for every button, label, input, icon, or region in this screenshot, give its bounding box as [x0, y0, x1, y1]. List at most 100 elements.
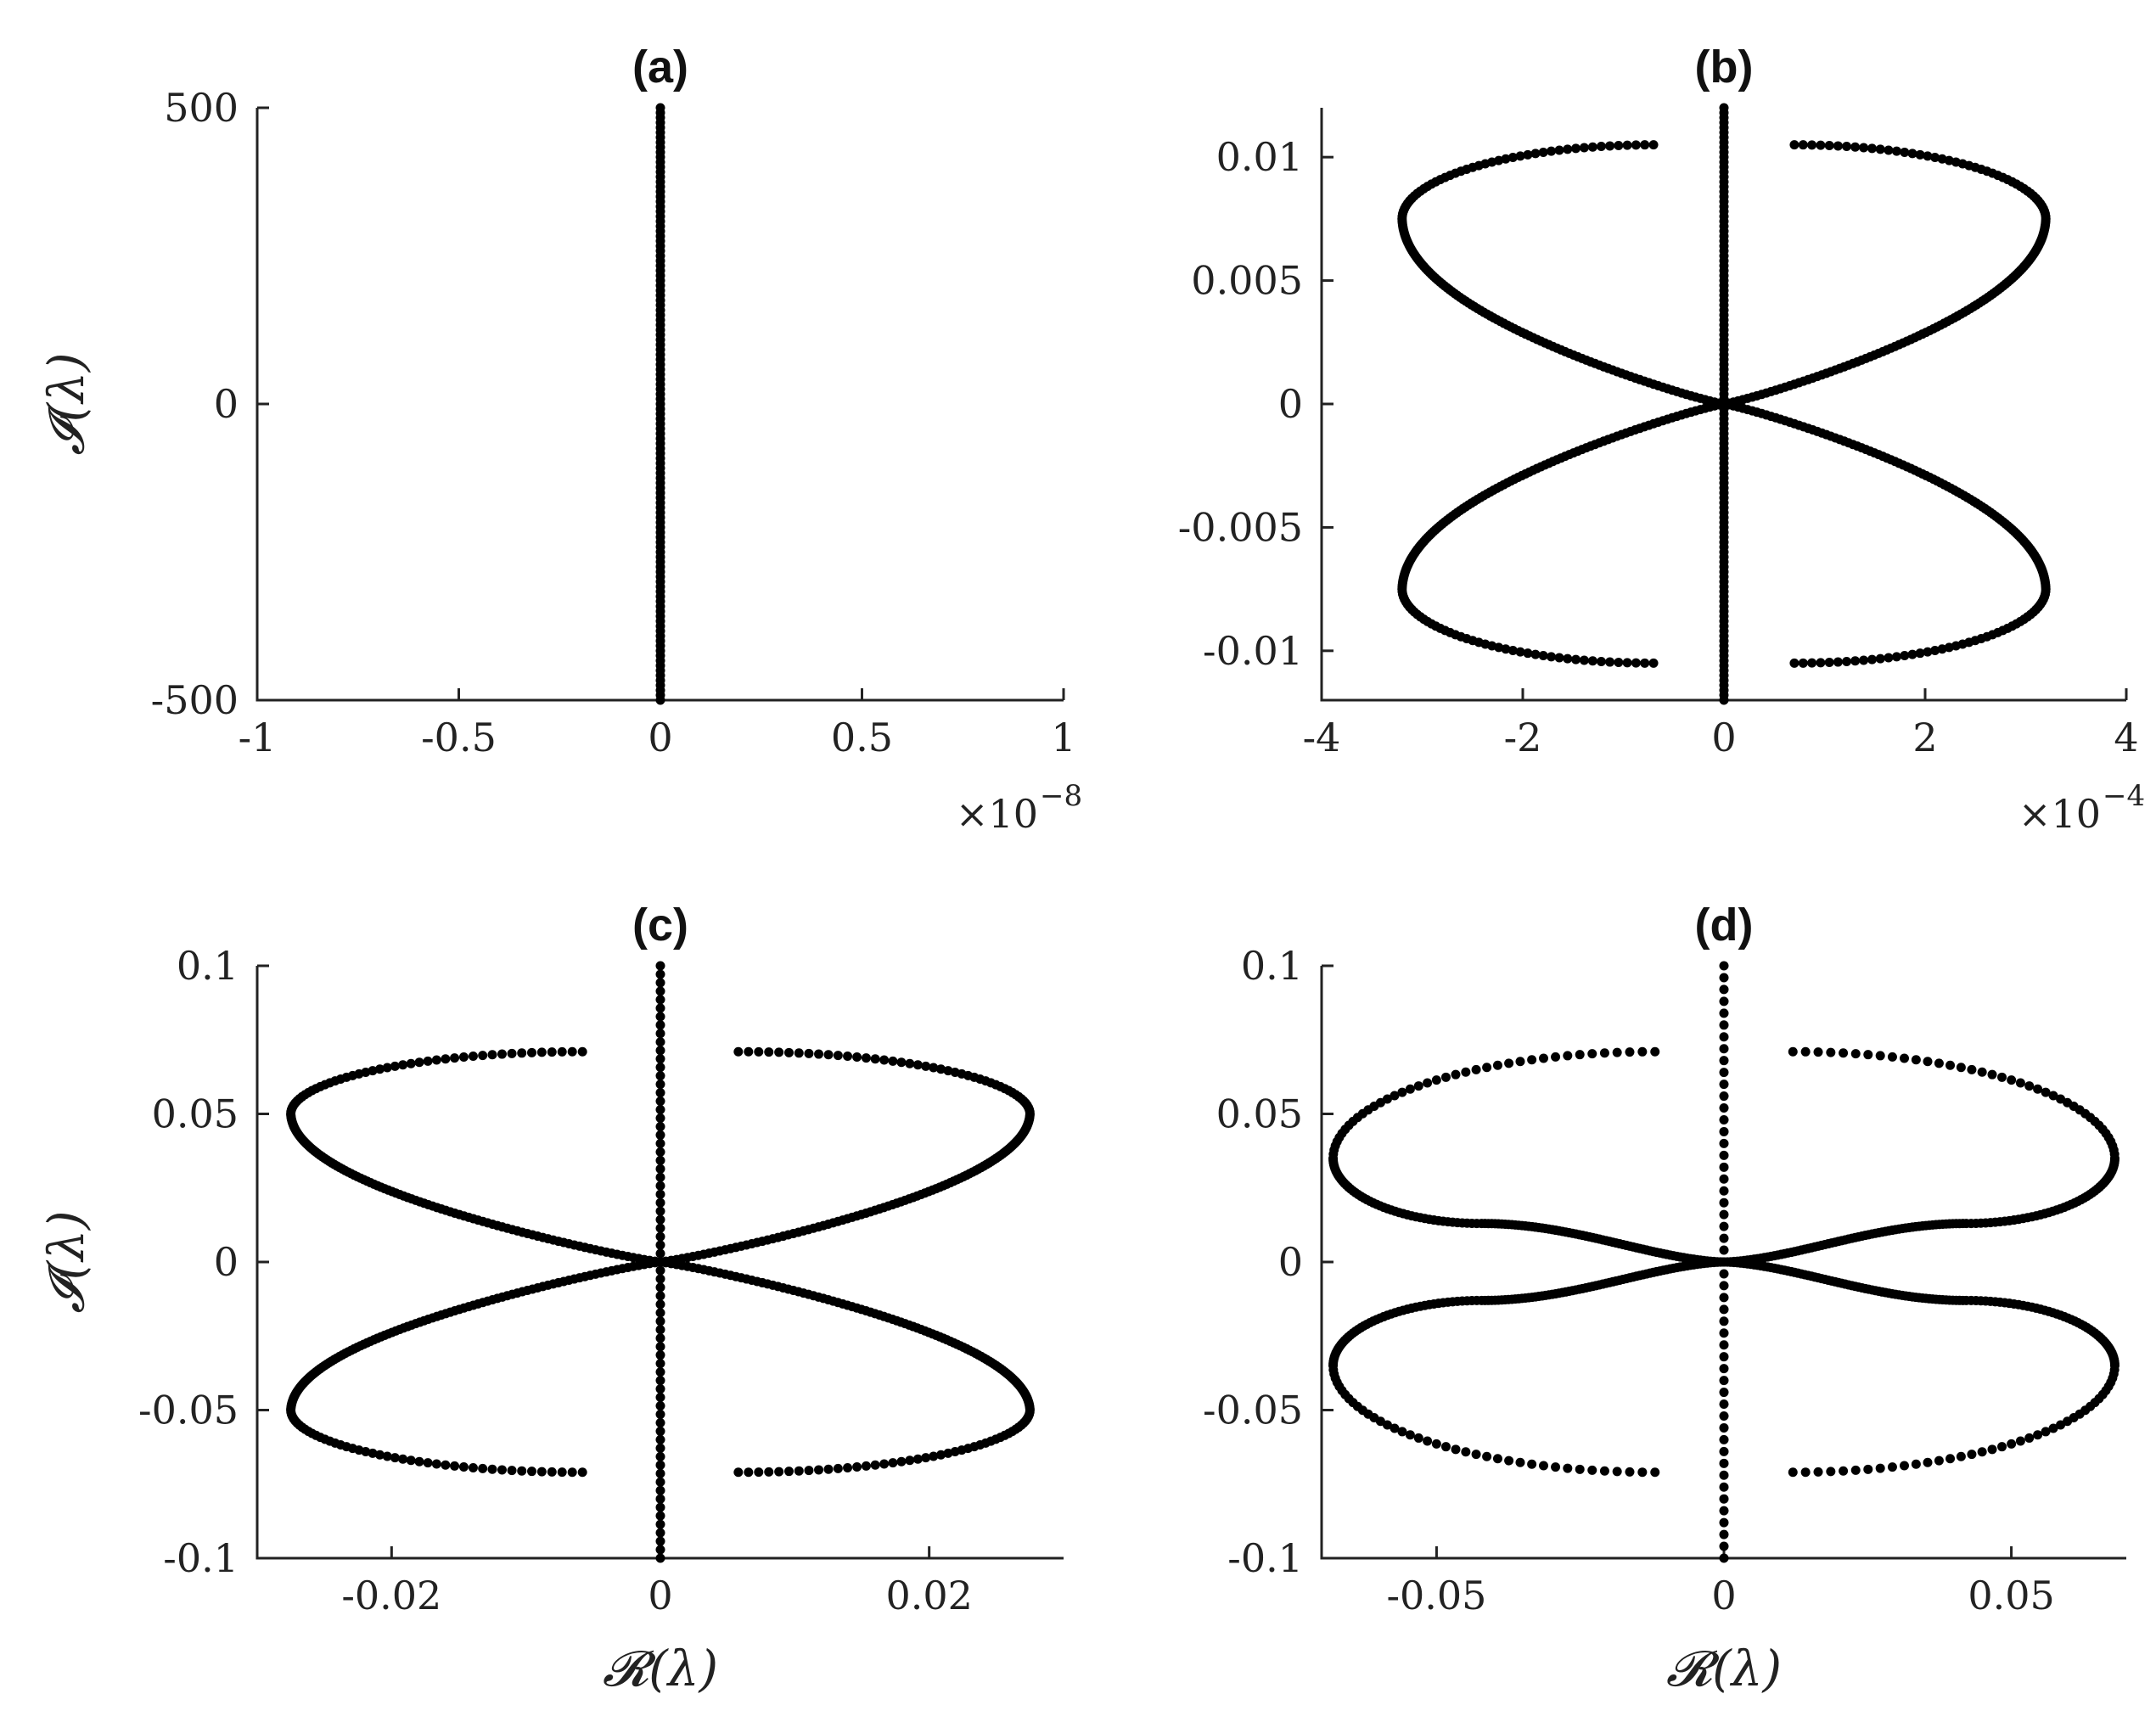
- eigenvalue-point: [1390, 1423, 1400, 1433]
- eigenvalue-point: [1596, 142, 1606, 152]
- eigenvalue-point: [1719, 1376, 1729, 1386]
- eigenvalue-point: [655, 1443, 665, 1453]
- eigenvalue-point: [1977, 1447, 1987, 1457]
- eigenvalue-point: [431, 1055, 441, 1065]
- eigenvalue-point: [1587, 1049, 1597, 1059]
- eigenvalue-point: [2041, 1427, 2051, 1437]
- eigenvalue-point: [1622, 658, 1632, 668]
- eigenvalue-point: [744, 1467, 754, 1478]
- eigenvalue-point: [450, 1053, 460, 1063]
- eigenvalue-point: [1719, 1233, 1729, 1243]
- y-tick-label: 0.1: [177, 943, 239, 989]
- eigenvalue-point: [441, 1054, 451, 1064]
- eigenvalue-point: [1987, 1069, 1997, 1080]
- eigenvalue-point: [1887, 1052, 1897, 1062]
- eigenvalue-point: [655, 1282, 665, 1293]
- eigenvalue-point: [774, 1047, 784, 1057]
- eigenvalue-point: [936, 1450, 946, 1460]
- eigenvalue-point: [1884, 145, 1894, 155]
- eigenvalue-point: [655, 1359, 665, 1369]
- eigenvalue-point: [896, 1057, 907, 1068]
- eigenvalue-point: [1937, 154, 1947, 164]
- eigenvalue-point: [764, 1467, 774, 1477]
- eigenvalue-point: [1405, 1430, 1415, 1440]
- x-tick-label: 1: [1051, 715, 1075, 760]
- eigenvalue-point: [557, 1046, 567, 1057]
- eigenvalue-point: [1900, 147, 1910, 157]
- eigenvalue-point: [754, 1046, 764, 1057]
- eigenvalue-point: [1382, 1420, 1392, 1430]
- eigenvalue-point: [1923, 151, 1933, 161]
- eigenvalue-point: [1563, 1051, 1573, 1061]
- eigenvalue-point: [2007, 1075, 2017, 1085]
- eigenvalue-point: [1504, 1058, 1514, 1068]
- eigenvalue-point: [1440, 1072, 1451, 1082]
- eigenvalue-point: [1826, 1047, 1836, 1057]
- eigenvalue-point: [1596, 656, 1606, 666]
- eigenvalue-point: [833, 1463, 843, 1473]
- eigenvalue-point: [1650, 1046, 1660, 1057]
- eigenvalue-point: [1554, 145, 1564, 155]
- eigenvalue-point: [1530, 649, 1541, 659]
- eigenvalue-point: [1515, 1057, 1525, 1067]
- eigenvalue-point: [2007, 1439, 2017, 1449]
- eigenvalue-point: [655, 1299, 665, 1310]
- eigenvalue-point: [1451, 1069, 1461, 1080]
- eigenvalue-point: [414, 1057, 424, 1068]
- eigenvalue-point: [1719, 1020, 1729, 1030]
- eigenvalue-point: [1451, 1444, 1461, 1455]
- eigenvalue-point: [655, 1333, 665, 1343]
- eigenvalue-point: [1390, 1091, 1400, 1101]
- eigenvalue-point: [1839, 1466, 1849, 1476]
- y-tick-label: 0: [1278, 1239, 1303, 1285]
- eigenvalue-point: [804, 1466, 814, 1476]
- eigenvalue-point: [655, 1113, 665, 1123]
- eigenvalue-point: [1554, 653, 1564, 663]
- eigenvalue-point: [1719, 1269, 1729, 1279]
- eigenvalue-point: [861, 1053, 871, 1063]
- eigenvalue-point: [655, 1164, 665, 1174]
- eigenvalue-point: [1587, 1465, 1597, 1475]
- eigenvalue-point: [1850, 1465, 1861, 1475]
- eigenvalue-point: [1397, 1087, 1407, 1097]
- eigenvalue-point: [912, 1454, 923, 1464]
- eigenvalue-point: [655, 1426, 665, 1436]
- eigenvalue-point: [1807, 140, 1817, 150]
- eigenvalue-point: [833, 1051, 843, 1061]
- eigenvalue-point: [1719, 1553, 1729, 1563]
- eigenvalue-point: [1625, 1467, 1635, 1477]
- eigenvalue-point: [943, 1448, 953, 1458]
- eigenvalue-point: [1967, 1064, 1977, 1074]
- eigenvalue-point: [1863, 1050, 1873, 1060]
- eigenvalue-point: [1867, 654, 1877, 665]
- x-tick-label: -0.5: [421, 715, 497, 760]
- y-tick-label: -0.05: [138, 1388, 239, 1433]
- eigenvalue-point: [382, 1063, 392, 1073]
- x-tick-label: 0.05: [1968, 1573, 2054, 1618]
- eigenvalue-point: [1719, 1114, 1729, 1124]
- eigenvalue-point: [1547, 146, 1557, 156]
- eigenvalue-point: [1501, 154, 1511, 164]
- x-tick-label: 2: [1912, 715, 1937, 760]
- eigenvalue-point: [655, 986, 665, 996]
- eigenvalue-point: [1967, 1450, 1977, 1460]
- eigenvalue-point: [1719, 1091, 1729, 1102]
- eigenvalue-point: [2056, 1420, 2066, 1430]
- eigenvalue-point: [870, 1460, 880, 1470]
- eigenvalue-point: [655, 1206, 665, 1216]
- eigenvalue-point: [1640, 140, 1650, 150]
- eigenvalue-point: [1579, 655, 1589, 665]
- eigenvalue-point: [1850, 656, 1861, 666]
- eigenvalue-point: [1911, 1055, 1921, 1065]
- eigenvalue-point: [655, 1046, 665, 1056]
- x-tick-label: 0: [648, 1573, 672, 1618]
- eigenvalue-point: [1563, 1463, 1573, 1473]
- eigenvalue-point: [478, 1463, 488, 1473]
- eigenvalue-point: [655, 1460, 665, 1470]
- eigenvalue-point: [1719, 1068, 1729, 1078]
- eigenvalue-point: [1813, 1467, 1823, 1477]
- eigenvalue-point: [655, 1468, 665, 1478]
- eigenvalue-point: [655, 1451, 665, 1461]
- x-tick-label: 0.02: [885, 1573, 972, 1618]
- panel-c: -0.02 0 0.02 -0.1 -0.05 0 0.05 0.1 (c) 𝓘(λ) 𝓡(λ): [37, 900, 1064, 1697]
